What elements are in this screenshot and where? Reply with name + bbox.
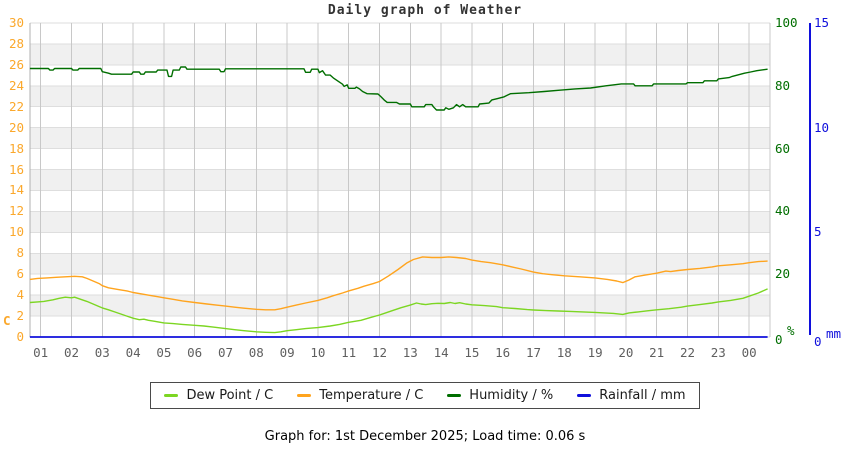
rainfall-axis-tick: 10: [814, 119, 830, 135]
hour-axis-tick: 09: [279, 345, 295, 360]
plot-band: [30, 211, 770, 233]
hour-axis-tick: 17: [525, 345, 542, 360]
temperature-axis-tick: 30: [8, 15, 24, 30]
humidity-unit-label: %: [787, 323, 795, 338]
hour-axis-tick: 15: [464, 345, 480, 360]
hour-axis-tick: 00: [741, 345, 757, 360]
temperature-axis-tick: 2: [16, 308, 24, 324]
legend: Dew Point / C Temperature / C Humidity / %…: [150, 382, 700, 409]
temperature-axis-tick: 28: [8, 35, 24, 51]
hour-axis-tick: 03: [94, 345, 110, 360]
hour-axis-tick: 10: [310, 345, 326, 360]
temperature-axis-tick: 26: [8, 56, 24, 72]
humidity-axis-tick: 100: [775, 15, 798, 30]
hour-axis-tick: 18: [556, 345, 572, 360]
plot-band: [30, 190, 770, 212]
legend-label: Temperature / C: [319, 388, 424, 403]
plot-band: [30, 232, 770, 254]
humidity-axis-tick: 20: [775, 266, 791, 282]
temperature-axis-tick: 10: [8, 224, 24, 240]
temperature-axis-tick: 12: [8, 203, 24, 219]
hour-axis-tick: 02: [63, 345, 80, 360]
hour-axis-tick: 23: [710, 345, 726, 360]
hour-axis-tick: 21: [649, 345, 665, 360]
temperature-legend-dash-icon: [297, 394, 312, 397]
plot-band: [30, 23, 770, 44]
temperature-axis-tick: 14: [8, 182, 24, 198]
rainfall-axis-tick: 0: [814, 334, 822, 349]
dew_point-line: [29, 288, 768, 334]
footer-caption: Graph for: 1st December 2025; Load time:…: [264, 429, 586, 444]
plot-band: [30, 253, 770, 275]
humidity-axis-tick: 60: [775, 140, 791, 156]
temperature-axis-tick: 6: [16, 266, 24, 282]
hour-axis-tick: 01: [33, 345, 49, 360]
temperature-axis-tick: 24: [8, 77, 24, 93]
legend-label: Dew Point / C: [186, 388, 274, 403]
legend-label: Humidity / %: [469, 388, 554, 403]
hour-axis-tick: 07: [217, 345, 234, 360]
legend-item-humidity: Humidity / %: [447, 388, 553, 403]
hour-axis-tick: 04: [125, 345, 141, 360]
plot-band: [30, 64, 770, 86]
legend-item-dew_point: Dew Point / C: [164, 388, 273, 403]
hour-axis-tick: 05: [156, 345, 172, 360]
humidity-axis-tick: 80: [775, 77, 791, 93]
legend-item-temperature: Temperature / C: [297, 388, 423, 403]
hour-axis-tick: 19: [587, 345, 603, 360]
plot-band: [30, 316, 770, 337]
humidity-line: [29, 66, 768, 111]
plot-band: [30, 169, 770, 191]
hour-axis-tick: 11: [341, 345, 357, 360]
humidity-axis-tick: 0: [775, 332, 783, 347]
temperature-axis-tick: 20: [8, 119, 24, 135]
hour-axis-tick: 08: [248, 345, 264, 360]
hour-axis-tick: 14: [433, 345, 449, 360]
dew_point-legend-dash-icon: [164, 394, 179, 397]
hour-axis-tick: 22: [679, 345, 696, 360]
temperature-line: [29, 256, 768, 311]
hour-axis-tick: 16: [495, 345, 511, 360]
chart-title: Daily graph of Weather: [327, 3, 523, 18]
legend-item-rainfall: Rainfall / mm: [577, 388, 686, 403]
plot-band: [30, 43, 770, 65]
plot-band: [30, 127, 770, 149]
rainfall-axis-tick: 15: [814, 15, 830, 30]
temperature-axis-tick: 18: [8, 140, 24, 156]
rainfall-legend-dash-icon: [577, 394, 592, 397]
hour-axis-tick: 13: [402, 345, 418, 360]
legend-label: Rainfall / mm: [599, 388, 686, 403]
temperature-unit-label: C: [3, 313, 11, 328]
plot-band: [30, 148, 770, 170]
humidity-legend-dash-icon: [447, 394, 462, 397]
rainfall-unit-label: mm: [826, 326, 842, 341]
humidity-axis-tick: 40: [775, 203, 791, 219]
plot-band: [30, 274, 770, 296]
temperature-axis-tick: 16: [8, 161, 24, 177]
hour-axis-tick: 12: [371, 345, 388, 360]
plot-band: [30, 85, 770, 107]
temperature-axis-tick: 22: [8, 98, 24, 114]
hour-axis-tick: 20: [618, 345, 634, 360]
temperature-axis-tick: 4: [16, 287, 24, 303]
rainfall-axis-tick: 5: [814, 224, 822, 240]
legend-row: Dew Point / C Temperature / C Humidity / %…: [0, 382, 850, 409]
plot-band: [30, 106, 770, 128]
temperature-axis-tick: 8: [16, 245, 24, 261]
hour-axis-tick: 06: [187, 345, 203, 360]
plot-band: [30, 295, 770, 317]
temperature-axis-tick: 0: [16, 329, 24, 344]
